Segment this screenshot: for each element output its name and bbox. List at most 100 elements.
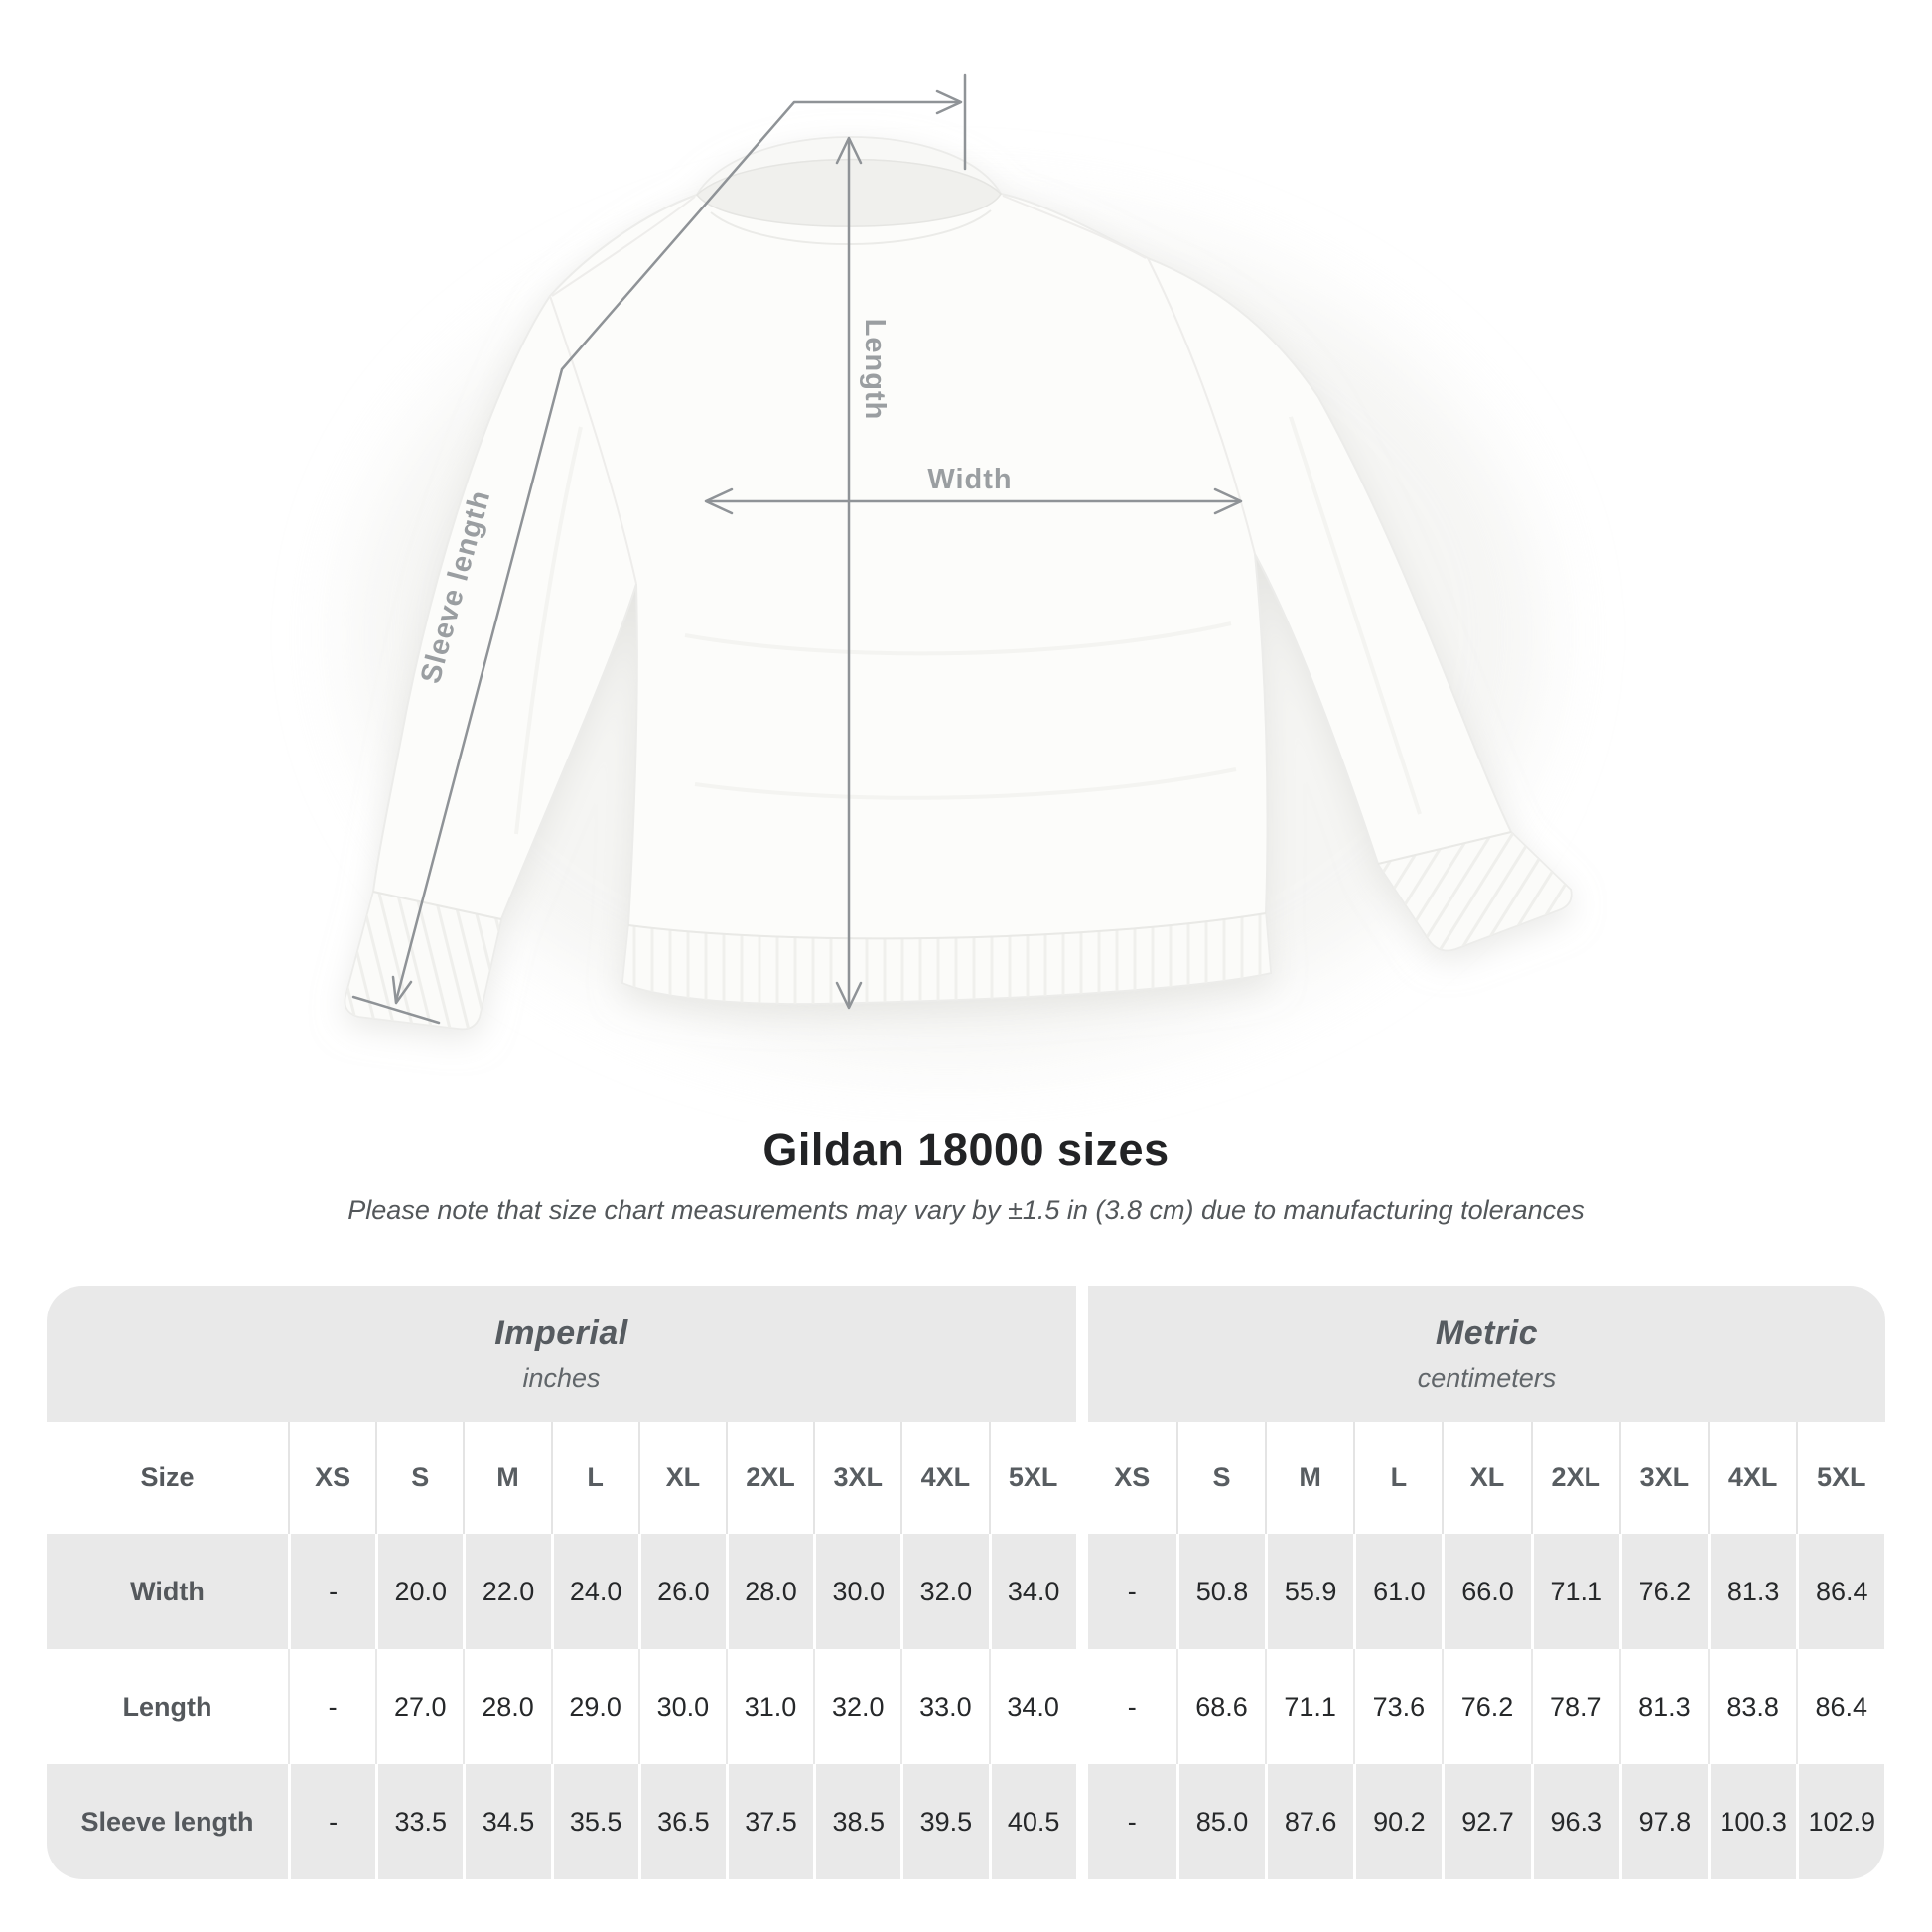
metric-size-header-s: S xyxy=(1175,1422,1266,1534)
table-cell: 76.2 xyxy=(1618,1534,1708,1649)
size-header-row: Size XS S M L XL 2XL 3XL 4XL 5XL XS S M L XL 2XL 3XL 4XL 5… xyxy=(47,1422,1885,1534)
group-divider xyxy=(1075,1534,1088,1649)
imperial-size-header-xl: XL xyxy=(637,1422,726,1534)
right-cuff xyxy=(1376,831,1573,952)
metric-group-header: Metric centimeters xyxy=(1088,1286,1885,1422)
table-cell: 37.5 xyxy=(725,1764,814,1879)
table-cell: 85.0 xyxy=(1175,1764,1266,1879)
sleeve-length-end-tick-bottom xyxy=(351,995,441,1025)
sleeve-length-arrowhead-bottom xyxy=(391,975,413,1005)
table-cell: 81.3 xyxy=(1618,1649,1708,1764)
table-cell: 32.0 xyxy=(900,1534,989,1649)
unit-group-header-row: Imperial inches Metric centimeters xyxy=(47,1286,1885,1422)
imperial-size-header-xs: XS xyxy=(288,1422,376,1534)
row-label: Sleeve length xyxy=(47,1764,288,1879)
width-arrowhead-right xyxy=(1213,487,1243,515)
length-arrowhead-top xyxy=(835,136,863,165)
length-label: Length xyxy=(859,319,891,421)
table-cell: 20.0 xyxy=(375,1534,464,1649)
table-cell: 34.0 xyxy=(988,1649,1076,1764)
sweatshirt-illustration xyxy=(344,136,1573,1031)
table-cell: 55.9 xyxy=(1265,1534,1354,1649)
metric-group-name: Metric xyxy=(1435,1313,1539,1352)
sleeve-length-line xyxy=(394,100,961,1003)
table-cell: 38.5 xyxy=(813,1764,901,1879)
table-cell: 32.0 xyxy=(813,1649,901,1764)
metric-size-header-4xl: 4XL xyxy=(1708,1422,1797,1534)
size-table-grid: Size XS S M L XL 2XL 3XL 4XL 5XL XS S M L XL 2XL 3XL 4XL 5… xyxy=(47,1422,1885,1879)
row-label: Width xyxy=(47,1534,288,1649)
table-row-length: Length -27.0 28.0 29.0 30.0 31.0 32.0 33.0 34.0-… xyxy=(47,1649,1885,1764)
imperial-size-header-s: S xyxy=(375,1422,464,1534)
imperial-size-header-m: M xyxy=(463,1422,551,1534)
table-cell: 61.0 xyxy=(1353,1534,1443,1649)
table-cell: 92.7 xyxy=(1442,1764,1531,1879)
table-cell: 24.0 xyxy=(550,1534,638,1649)
imperial-size-header-l: L xyxy=(550,1422,638,1534)
table-cell: 40.5 xyxy=(988,1764,1076,1879)
table-cell: 50.8 xyxy=(1175,1534,1266,1649)
table-cell: 81.3 xyxy=(1708,1534,1797,1649)
table-cell: 30.0 xyxy=(637,1649,726,1764)
group-divider xyxy=(1075,1649,1088,1764)
metric-size-header-3xl: 3XL xyxy=(1618,1422,1708,1534)
table-cell: 87.6 xyxy=(1265,1764,1354,1879)
table-cell: - xyxy=(288,1534,376,1649)
product-photo: Length Width Sleeve length xyxy=(344,73,1573,1062)
table-cell: 31.0 xyxy=(725,1649,814,1764)
width-arrowhead-left xyxy=(704,487,734,515)
size-chart-title: Gildan 18000 sizes xyxy=(762,1124,1170,1174)
size-column-header: Size xyxy=(47,1422,288,1534)
imperial-size-header-5xl: 5XL xyxy=(988,1422,1076,1534)
table-cell: 102.9 xyxy=(1796,1764,1885,1879)
table-cell: 34.0 xyxy=(988,1534,1076,1649)
table-cell: 71.1 xyxy=(1265,1649,1354,1764)
imperial-size-header-4xl: 4XL xyxy=(900,1422,989,1534)
table-cell: 29.0 xyxy=(550,1649,638,1764)
table-cell: 27.0 xyxy=(375,1649,464,1764)
table-cell: 28.0 xyxy=(463,1649,551,1764)
measurement-arrows xyxy=(351,73,1243,1025)
table-cell: 26.0 xyxy=(637,1534,726,1649)
table-cell: 90.2 xyxy=(1353,1764,1443,1879)
table-cell: 33.5 xyxy=(375,1764,464,1879)
seam-lines xyxy=(549,195,1256,585)
table-cell: 83.8 xyxy=(1708,1649,1797,1764)
table-cell: 30.0 xyxy=(813,1534,901,1649)
size-table: Imperial inches Metric centimeters Size X… xyxy=(47,1286,1885,1879)
imperial-group-name: Imperial xyxy=(494,1313,628,1352)
length-arrowhead-bottom xyxy=(835,981,863,1010)
metric-size-header-2xl: 2XL xyxy=(1530,1422,1619,1534)
table-cell: 97.8 xyxy=(1618,1764,1708,1879)
metric-size-header-xl: XL xyxy=(1442,1422,1531,1534)
table-row-sleeve-length: Sleeve length -33.5 34.5 35.5 36.5 37.5 38.5 39… xyxy=(47,1764,1885,1879)
imperial-size-header-2xl: 2XL xyxy=(725,1422,814,1534)
table-cell: 34.5 xyxy=(463,1764,551,1879)
table-row-width: Width -20.0 22.0 24.0 26.0 28.0 30.0 32.0 34.0-5… xyxy=(47,1534,1885,1649)
metric-size-header-m: M xyxy=(1265,1422,1354,1534)
group-divider xyxy=(1075,1764,1088,1879)
fabric-fold-lines xyxy=(514,416,1422,835)
imperial-size-header-3xl: 3XL xyxy=(813,1422,901,1534)
table-cell: 22.0 xyxy=(463,1534,551,1649)
table-cell: 33.0 xyxy=(900,1649,989,1764)
row-label: Length xyxy=(47,1649,288,1764)
metric-group-unit: centimeters xyxy=(1417,1362,1557,1393)
table-cell: - xyxy=(1087,1649,1176,1764)
table-cell: 76.2 xyxy=(1442,1649,1531,1764)
sleeve-length-arrowhead-top xyxy=(935,89,963,115)
imperial-group-header: Imperial inches xyxy=(47,1286,1076,1422)
size-chart-disclaimer: Please note that size chart measurements… xyxy=(347,1195,1585,1225)
table-cell: 35.5 xyxy=(550,1764,638,1879)
table-cell: 36.5 xyxy=(637,1764,726,1879)
table-cell: 71.1 xyxy=(1530,1534,1619,1649)
table-cell: 86.4 xyxy=(1796,1649,1885,1764)
table-cell: 28.0 xyxy=(725,1534,814,1649)
width-label: Width xyxy=(927,464,1012,495)
table-cell: 73.6 xyxy=(1353,1649,1443,1764)
table-cell: - xyxy=(1087,1534,1176,1649)
table-cell: 66.0 xyxy=(1442,1534,1531,1649)
table-cell: 100.3 xyxy=(1708,1764,1797,1879)
waistband xyxy=(621,912,1272,1005)
